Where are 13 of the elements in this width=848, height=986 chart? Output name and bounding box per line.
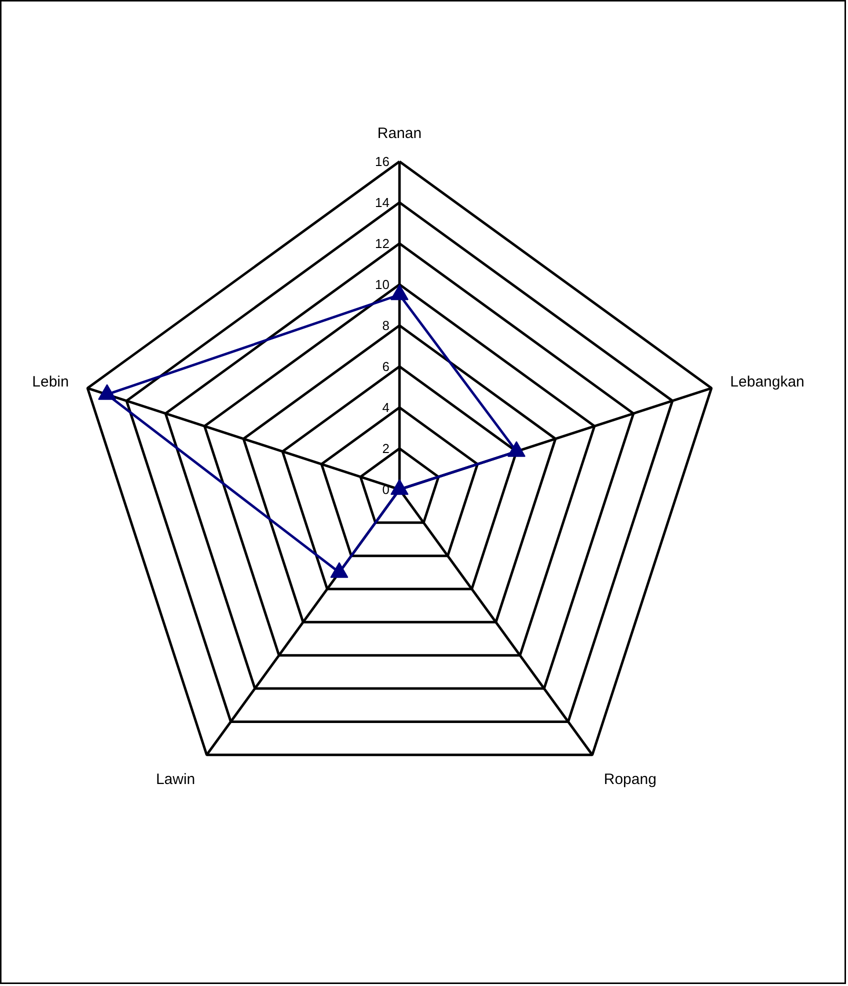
y-tick-label: 10: [375, 277, 390, 292]
y-tick-label: 14: [375, 195, 390, 210]
y-tick-label: 8: [382, 318, 390, 333]
spoke-label: Lebangkan: [730, 374, 804, 391]
y-tick-label: 12: [375, 236, 390, 251]
y-tick-label: 16: [375, 154, 390, 169]
spoke-label: Ropang: [604, 770, 656, 788]
spoke-label: Ranan: [377, 124, 422, 142]
y-tick-label: 6: [382, 359, 390, 374]
spoke-label: Lawin: [156, 770, 196, 788]
y-tick-label: 4: [382, 400, 390, 415]
y-tick-label: 2: [382, 441, 390, 456]
spoke-label: Lebin: [32, 374, 69, 391]
